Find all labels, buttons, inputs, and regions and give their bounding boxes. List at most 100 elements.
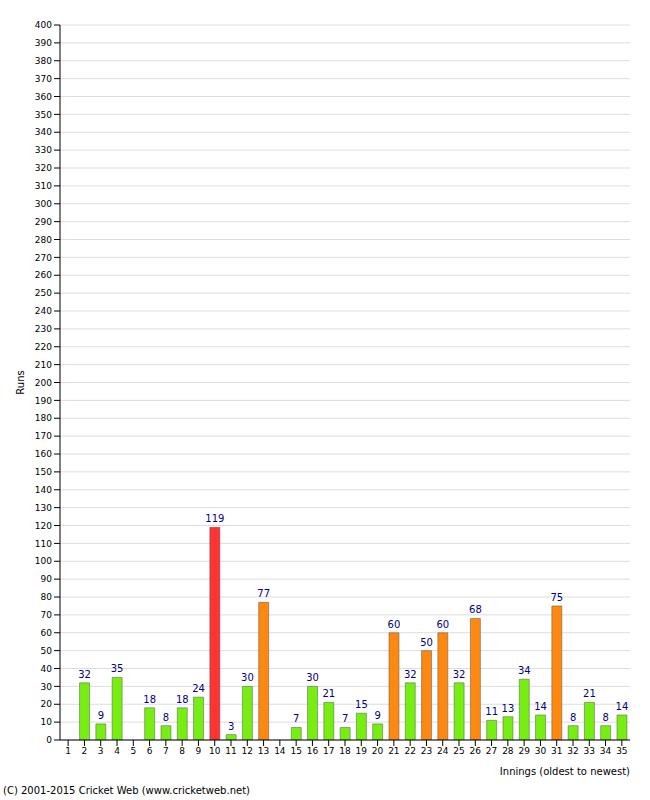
svg-text:21: 21 (322, 688, 335, 699)
svg-text:Runs: Runs (15, 370, 26, 394)
svg-text:119: 119 (205, 513, 224, 524)
svg-text:8: 8 (163, 712, 169, 723)
svg-text:80: 80 (41, 592, 53, 602)
svg-text:240: 240 (35, 306, 52, 316)
svg-text:120: 120 (35, 521, 52, 531)
svg-text:22: 22 (404, 746, 415, 756)
svg-text:77: 77 (257, 588, 270, 599)
svg-text:19: 19 (356, 746, 368, 756)
svg-text:28: 28 (502, 746, 514, 756)
svg-text:35: 35 (111, 663, 124, 674)
svg-text:24: 24 (192, 683, 205, 694)
svg-text:35: 35 (616, 746, 627, 756)
svg-text:7: 7 (342, 713, 348, 724)
svg-text:11: 11 (485, 706, 498, 717)
svg-text:8: 8 (179, 746, 185, 756)
svg-text:14: 14 (616, 701, 629, 712)
svg-text:21: 21 (388, 746, 399, 756)
svg-text:60: 60 (388, 619, 401, 630)
svg-text:32: 32 (567, 746, 578, 756)
svg-text:210: 210 (35, 360, 52, 370)
svg-text:29: 29 (518, 746, 530, 756)
svg-text:250: 250 (35, 288, 52, 298)
svg-text:300: 300 (35, 199, 52, 209)
svg-text:9: 9 (196, 746, 202, 756)
svg-text:30: 30 (535, 746, 547, 756)
svg-text:60: 60 (41, 628, 53, 638)
svg-text:400: 400 (35, 20, 52, 30)
svg-text:160: 160 (35, 449, 52, 459)
svg-text:31: 31 (551, 746, 562, 756)
svg-text:370: 370 (35, 74, 52, 84)
svg-text:40: 40 (41, 664, 53, 674)
svg-text:10: 10 (41, 717, 53, 727)
svg-text:2: 2 (82, 746, 88, 756)
svg-text:5: 5 (130, 746, 136, 756)
svg-text:75: 75 (550, 592, 563, 603)
svg-text:34: 34 (600, 746, 612, 756)
svg-text:20: 20 (41, 699, 53, 709)
svg-text:25: 25 (453, 746, 464, 756)
svg-text:13: 13 (502, 703, 515, 714)
svg-text:60: 60 (436, 619, 449, 630)
svg-text:8: 8 (602, 712, 608, 723)
svg-text:150: 150 (35, 467, 52, 477)
svg-text:Innings (oldest to newest): Innings (oldest to newest) (500, 766, 630, 777)
svg-text:180: 180 (35, 413, 52, 423)
svg-text:100: 100 (35, 556, 52, 566)
svg-text:18: 18 (339, 746, 351, 756)
svg-text:27: 27 (486, 746, 497, 756)
svg-text:190: 190 (35, 396, 52, 406)
svg-text:20: 20 (372, 746, 384, 756)
svg-text:1: 1 (65, 746, 71, 756)
svg-text:360: 360 (35, 92, 52, 102)
svg-text:3: 3 (98, 746, 104, 756)
svg-text:68: 68 (469, 604, 482, 615)
svg-text:32: 32 (78, 669, 91, 680)
svg-text:15: 15 (355, 699, 368, 710)
svg-text:330: 330 (35, 145, 52, 155)
svg-text:50: 50 (420, 637, 433, 648)
svg-text:18: 18 (176, 694, 189, 705)
svg-text:17: 17 (323, 746, 334, 756)
svg-text:16: 16 (307, 746, 319, 756)
svg-text:23: 23 (421, 746, 432, 756)
svg-text:280: 280 (35, 235, 52, 245)
svg-text:9: 9 (98, 710, 104, 721)
svg-text:32: 32 (453, 669, 466, 680)
svg-text:30: 30 (41, 682, 53, 692)
svg-text:18: 18 (143, 694, 156, 705)
svg-text:32: 32 (404, 669, 417, 680)
svg-text:13: 13 (258, 746, 269, 756)
svg-text:14: 14 (534, 701, 547, 712)
svg-text:220: 220 (35, 342, 52, 352)
svg-text:350: 350 (35, 110, 52, 120)
svg-text:390: 390 (35, 38, 52, 48)
svg-text:4: 4 (114, 746, 120, 756)
svg-text:30: 30 (306, 672, 319, 683)
svg-text:340: 340 (35, 127, 52, 137)
svg-text:3: 3 (228, 721, 234, 732)
svg-text:130: 130 (35, 503, 52, 513)
svg-text:7: 7 (293, 713, 299, 724)
svg-text:0: 0 (46, 735, 52, 745)
svg-text:260: 260 (35, 270, 52, 280)
svg-text:230: 230 (35, 324, 52, 334)
svg-text:34: 34 (518, 665, 531, 676)
svg-text:380: 380 (35, 56, 52, 66)
svg-text:320: 320 (35, 163, 52, 173)
svg-text:10: 10 (209, 746, 221, 756)
svg-text:200: 200 (35, 378, 52, 388)
svg-text:70: 70 (41, 610, 53, 620)
svg-text:30: 30 (241, 672, 254, 683)
svg-text:26: 26 (470, 746, 482, 756)
svg-text:15: 15 (290, 746, 301, 756)
svg-text:8: 8 (570, 712, 576, 723)
svg-text:110: 110 (35, 539, 52, 549)
svg-text:290: 290 (35, 217, 52, 227)
svg-text:170: 170 (35, 431, 52, 441)
svg-text:7: 7 (163, 746, 169, 756)
svg-text:12: 12 (242, 746, 253, 756)
svg-text:11: 11 (225, 746, 236, 756)
svg-text:6: 6 (147, 746, 153, 756)
